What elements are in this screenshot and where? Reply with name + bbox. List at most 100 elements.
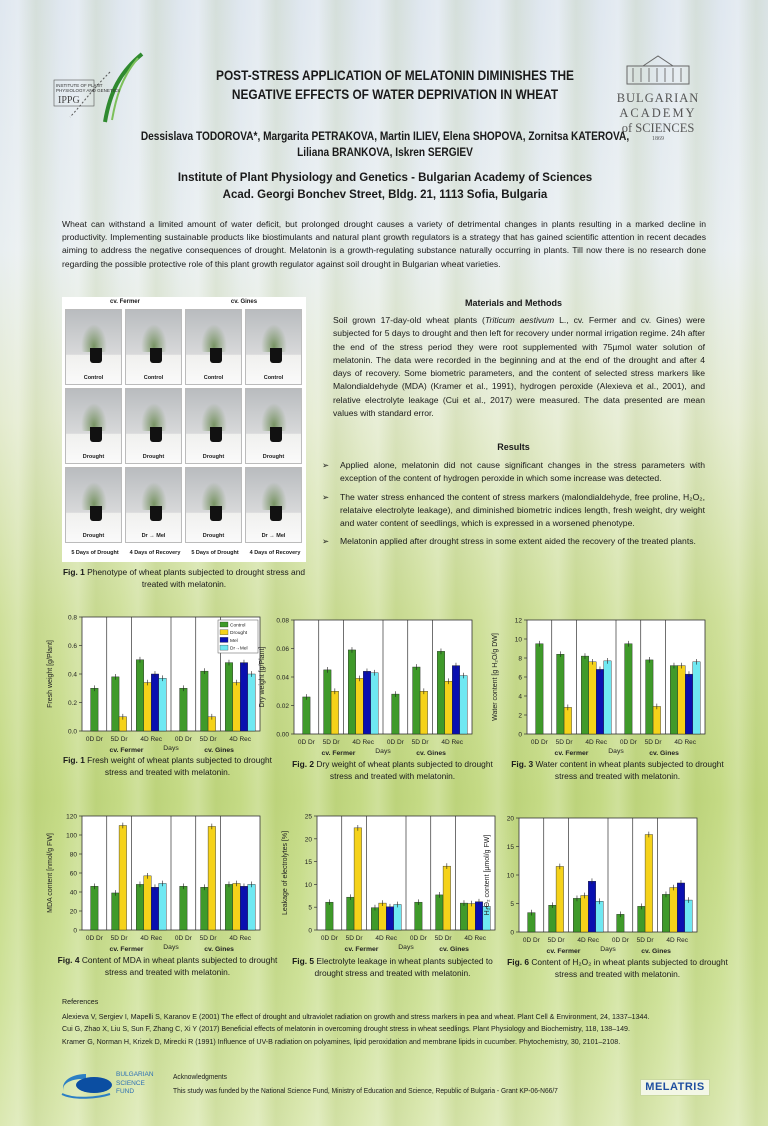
bar-control: [323, 669, 332, 735]
melatris-logo: MELATRIS: [640, 1079, 710, 1096]
authors: Dessislava TODOROVA*, Margarita PETRAKOV…: [40, 129, 730, 161]
affiliation-line: Acad. Georgi Bonchev Street, Bldg. 21, 1…: [222, 189, 548, 201]
bar-drmel: [158, 678, 167, 732]
y-axis-label: Water content [g H₂O/g DW]: [492, 633, 499, 721]
caption-label: Fig. 3: [511, 759, 534, 769]
academy-line: BULGARIAN: [616, 91, 700, 105]
bar-drought: [563, 707, 572, 735]
bar-drought: [353, 827, 362, 931]
bar-drought: [355, 678, 364, 735]
x-tick-label: 5D Dr: [637, 937, 655, 944]
bar-control: [90, 886, 99, 931]
y-tick-label: 5: [308, 905, 312, 912]
pot-image: [269, 506, 282, 521]
x-tick-label: 4D Rec: [585, 739, 607, 746]
introduction: Wheat can withstand a limited amount of …: [62, 219, 706, 269]
x-tick-label: 0D Dr: [523, 937, 541, 944]
bar-control: [302, 696, 311, 735]
bar-control: [527, 912, 536, 933]
reference-item: Cui G, Zhao X, Liu S, Sun F, Zhang C, Xi…: [62, 1025, 630, 1033]
bar-mel: [386, 906, 394, 931]
fund-logo-line: BULGARIAN: [116, 1071, 154, 1078]
x-tick-label: 0D Dr: [410, 935, 428, 942]
y-tick-label: 6: [518, 675, 522, 682]
bar-control: [90, 688, 99, 732]
phenotype-photo: Drought: [245, 388, 302, 464]
y-axis-label: MDA content [nmol/g FW]: [47, 833, 54, 913]
plant-image: [140, 482, 167, 510]
x-tick-label: 0D Dr: [298, 739, 316, 746]
plant-image: [260, 403, 287, 431]
bar-control: [346, 896, 355, 931]
phenotype-photo: Control: [245, 309, 302, 385]
caption-label: Fig. 6: [507, 957, 530, 967]
academy-logo: BULGARIAN ACADEMY of SCIENCES 1869: [612, 52, 704, 148]
caption-text: Dry weight of wheat plants subjected to …: [314, 759, 493, 781]
y-tick-label: 0.2: [68, 700, 77, 707]
y-axis-label: Dry weight [g/Plant]: [259, 647, 266, 708]
group-label: cv. Gines: [204, 747, 234, 754]
fund-logo-line: SCIENCE: [116, 1079, 145, 1087]
bar-drmel: [603, 660, 612, 735]
bar-control: [670, 665, 678, 735]
group-label: cv. Gines: [641, 948, 671, 955]
legend-swatch: [219, 629, 229, 635]
y-axis-label: Fresh weight [g/Plant]: [47, 640, 54, 708]
photo-header: cv. Gines: [230, 299, 258, 305]
caption-text: Content of H₂O₂ in wheat plants subjecte…: [529, 957, 728, 979]
academy-line: ACADEMY: [619, 106, 697, 120]
pot-image: [149, 348, 162, 363]
ack-title: Acknowledgments: [173, 1072, 227, 1081]
bar-drought: [378, 902, 387, 931]
pot-image: [89, 348, 102, 363]
affiliation: Institute of Plant Physiology and Geneti…: [60, 170, 710, 204]
x-axis-label: Days: [163, 944, 179, 951]
pot-image: [149, 427, 162, 442]
photo-footer: 4 Days of Recovery: [249, 550, 301, 556]
group-label: cv. Fermer: [110, 747, 144, 754]
bar-drought: [580, 895, 589, 933]
academy-line: of SCIENCES: [621, 121, 695, 135]
x-tick-label: 5D Dr: [111, 935, 129, 942]
plant-image: [200, 324, 227, 352]
y-tick-label: 0.08: [276, 618, 289, 625]
fund-logo-line: FUND: [116, 1088, 135, 1095]
bar-control: [179, 886, 188, 931]
plant-image: [200, 403, 227, 431]
bar-drought: [555, 866, 564, 933]
bar-control: [225, 884, 233, 931]
bar-mel: [588, 881, 596, 933]
reference-item: Kramer G, Norman H, Krizek D, Mirecki R …: [62, 1037, 621, 1046]
y-tick-label: 4: [518, 694, 522, 701]
bar-mel: [452, 665, 460, 735]
fig5-caption: Fig. 5 Electrolyte leakage in wheat plan…: [280, 956, 505, 979]
y-tick-label: 10: [515, 637, 523, 644]
academy-building-icon: [626, 55, 690, 85]
references: References Alexieva V, Sergiev I, Mapell…: [62, 996, 742, 1048]
ack-text: This study was funded by the National Sc…: [173, 1086, 558, 1095]
result-item: Melatonin applied after drought stress i…: [322, 535, 705, 549]
x-tick-label: 4D Rec: [352, 739, 374, 746]
y-tick-label: 0: [510, 930, 514, 937]
results-list: Applied alone, melatonin did not cause s…: [322, 459, 705, 554]
plant-image: [140, 324, 167, 352]
methods-text-part: L., cv. Fermer and cv. Gines) were subje…: [333, 315, 705, 419]
bar-drought: [419, 691, 428, 735]
bar-drought: [677, 665, 686, 735]
bar-drought: [588, 661, 597, 735]
y-tick-label: 120: [66, 814, 77, 821]
svg-text:IPPG: IPPG: [58, 95, 80, 106]
poster-title: POST-STRESS APPLICATION OF MELATONIN DIM…: [160, 66, 630, 104]
chart-mda: 0 20 40 60 80 100 120 MDA content [nmol/g FW] 0D…: [47, 814, 261, 953]
legend-label: Mel: [230, 638, 238, 644]
x-tick-label: 5D Dr: [200, 736, 218, 743]
group-label: cv. Gines: [439, 946, 469, 953]
bar-drmel: [692, 661, 701, 735]
x-tick-label: 5D Dr: [435, 935, 453, 942]
phenotype-photo: Drought: [185, 388, 242, 464]
bar-control: [662, 894, 670, 933]
x-axis-label: Days: [600, 946, 616, 953]
bar-control: [111, 676, 120, 732]
bar-control: [548, 905, 557, 933]
bar-control: [179, 688, 188, 732]
